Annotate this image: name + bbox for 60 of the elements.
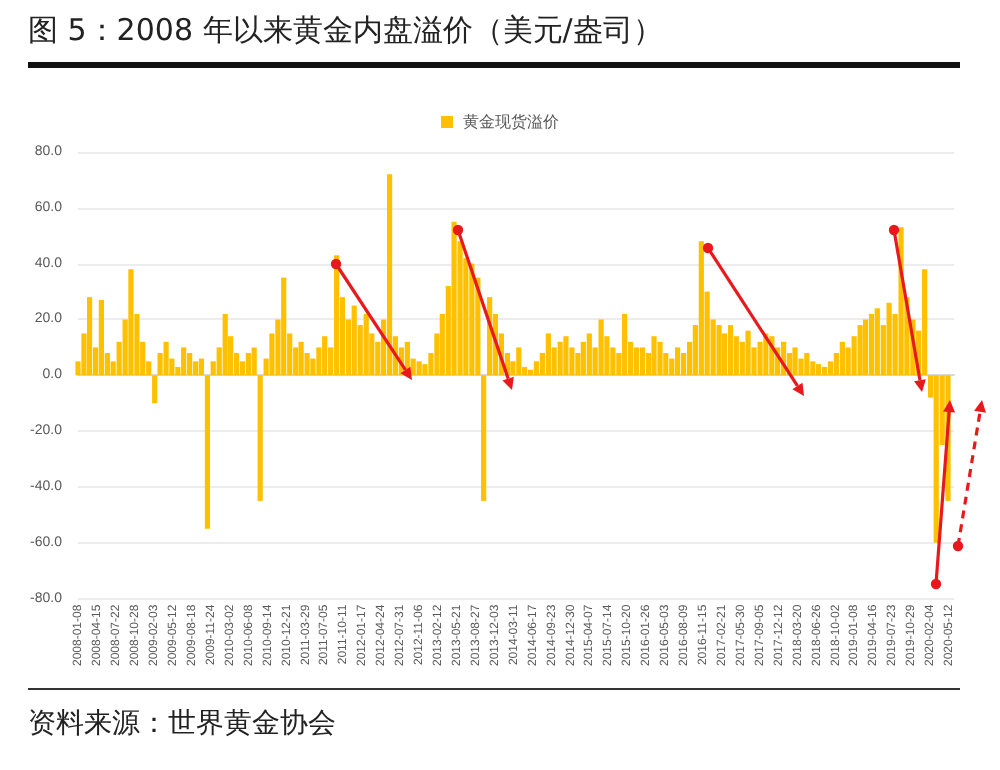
bar xyxy=(298,341,304,376)
bar xyxy=(657,341,663,376)
bar xyxy=(586,333,592,376)
bar xyxy=(827,361,834,376)
bar xyxy=(98,299,104,376)
bar xyxy=(674,347,681,376)
bar xyxy=(386,174,393,376)
bar xyxy=(862,319,869,376)
bar xyxy=(516,347,522,376)
bar xyxy=(580,341,586,376)
bar xyxy=(804,352,810,376)
bar xyxy=(839,341,845,376)
bar xyxy=(257,375,263,501)
bar xyxy=(821,366,828,376)
bar xyxy=(281,277,287,376)
bar xyxy=(163,341,169,376)
bar xyxy=(193,361,199,376)
bar xyxy=(745,330,751,376)
bar xyxy=(198,358,205,376)
bar xyxy=(868,313,875,376)
bar xyxy=(922,269,928,376)
bar xyxy=(181,347,187,376)
bar xyxy=(204,375,211,529)
bar xyxy=(222,313,228,376)
bar xyxy=(351,305,357,376)
bar xyxy=(639,347,646,376)
bar xyxy=(651,336,657,376)
bar xyxy=(128,269,134,376)
bar xyxy=(792,347,798,376)
bar xyxy=(886,302,892,376)
bar xyxy=(363,313,369,376)
bar xyxy=(533,361,539,376)
bar xyxy=(187,352,193,376)
bar xyxy=(633,347,640,376)
bar xyxy=(152,375,158,404)
bar xyxy=(622,313,628,376)
bar xyxy=(933,375,939,543)
bar xyxy=(757,341,763,376)
bar xyxy=(815,364,822,376)
legend-label: 黄金现货溢价 xyxy=(463,113,559,131)
bar xyxy=(857,325,863,376)
bar xyxy=(810,361,816,376)
bar xyxy=(698,241,704,376)
bar xyxy=(557,341,563,376)
bar xyxy=(416,361,422,376)
bar xyxy=(86,297,93,376)
bar xyxy=(481,375,487,501)
bar xyxy=(251,347,257,376)
bar xyxy=(563,336,569,376)
bar xyxy=(545,333,551,376)
bar xyxy=(598,319,604,376)
bar xyxy=(727,325,734,376)
bar xyxy=(874,308,880,376)
chart-title: 图 5：2008 年以来黄金内盘溢价（美元/盎司） xyxy=(28,12,960,68)
bar xyxy=(239,361,245,376)
bar xyxy=(245,352,251,376)
bar xyxy=(721,333,728,376)
bar xyxy=(322,336,328,376)
bar xyxy=(716,325,722,376)
text: 资料来源：世界黄金协会 xyxy=(28,688,960,742)
